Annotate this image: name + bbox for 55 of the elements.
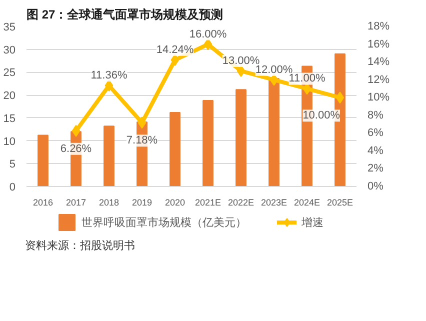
text: 资料来源：招股说明书 <box>25 239 135 254</box>
y-tick-label: 25 <box>3 67 16 80</box>
y2-tick-label: 14% <box>368 56 390 68</box>
data-label: 6.26% <box>60 142 92 155</box>
data-label: 10.00% <box>302 110 340 122</box>
data-label: 11.36% <box>90 70 128 82</box>
point <box>104 80 114 92</box>
legend-label: 世界呼吸面罩市场规模（亿美元） <box>82 216 246 230</box>
x-tick-label: 2023E <box>260 198 288 208</box>
bar <box>236 89 246 186</box>
y2-tick-label: 4% <box>368 144 384 157</box>
y2-tick-label: 0% <box>368 180 384 192</box>
y-tick-label: 5 <box>9 158 16 171</box>
y2-tick-label: 12% <box>368 74 390 86</box>
data-label: 13.00% <box>222 54 260 67</box>
point <box>204 38 212 50</box>
x-tick-label: 2017 <box>66 198 86 208</box>
legend-label: 增速 <box>302 216 324 230</box>
point <box>138 116 146 129</box>
point <box>170 54 180 66</box>
data-label: 11.00% <box>288 72 326 85</box>
point <box>72 124 80 137</box>
data-label: 16.00% <box>189 28 227 40</box>
y-tick-label: 10 <box>3 136 16 148</box>
y2-tick-label: 2% <box>368 162 384 175</box>
x-tick-label: 2022E <box>228 198 254 208</box>
y2-tick-label: 16% <box>368 38 390 50</box>
point <box>336 92 344 104</box>
bar <box>170 112 180 186</box>
y-tick-label: 15 <box>3 112 16 125</box>
x-tick-label: 2024E <box>294 198 320 208</box>
x-tick-label: 2025E <box>326 198 354 208</box>
point <box>236 64 246 77</box>
chart-title: 图 27：全球通气面罩市场规模及预测 <box>26 8 224 22</box>
x-tick-label: 2016 <box>32 198 54 208</box>
x-tick-label: 2021E <box>194 198 222 208</box>
point <box>302 82 312 95</box>
bar <box>104 126 114 186</box>
y2-tick-label: 18% <box>368 20 390 32</box>
point <box>270 74 278 86</box>
bar <box>38 134 48 186</box>
bar <box>202 100 214 186</box>
data-label: 7.18% <box>126 134 158 147</box>
y2-tick-label: 8% <box>368 109 384 122</box>
y-tick-label: 35 <box>3 22 16 34</box>
y-tick-label: 0 <box>9 182 16 194</box>
y2-tick-label: 10% <box>368 92 390 104</box>
x-tick-label: 2018 <box>98 198 120 208</box>
bar <box>268 78 280 186</box>
y-tick-label: 20 <box>3 90 16 102</box>
y2-tick-label: 6% <box>368 127 384 140</box>
data-label: 14.24% <box>156 44 194 56</box>
x-tick-label: 2019 <box>132 198 152 208</box>
x-tick-label: 2020 <box>164 198 186 208</box>
y-tick-label: 30 <box>3 44 16 56</box>
